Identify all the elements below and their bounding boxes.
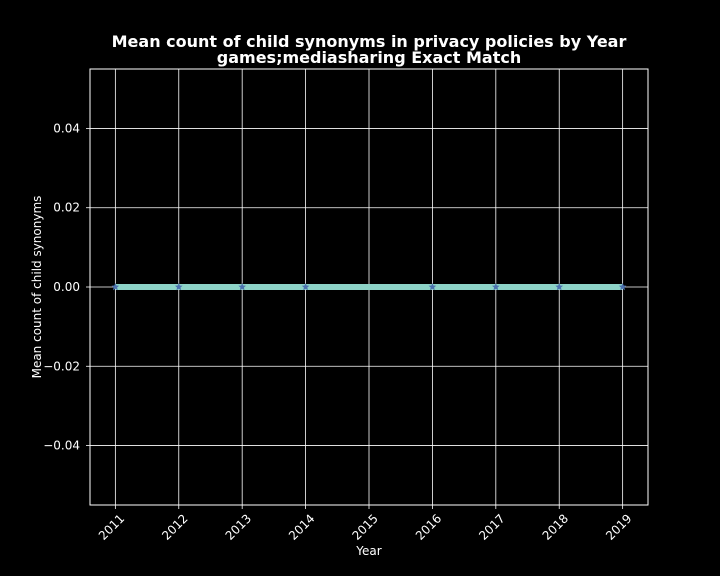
x-tick-label: 2018 (540, 511, 571, 542)
y-tick-label: 0.02 (53, 201, 80, 215)
data-point-marker (174, 283, 183, 291)
y-tick-labels: −0.04 −0.02 0.00 0.02 0.04 (43, 121, 80, 452)
data-point-marker (618, 283, 627, 291)
chart-title: Mean count of child synonyms in privacy … (112, 32, 627, 51)
x-tick-labels: 2011 2012 2013 2014 2015 2016 2017 2018 2019 (96, 511, 635, 542)
y-tick-label: 0.00 (53, 280, 80, 294)
x-tick-label: 2013 (223, 511, 254, 542)
chart-subtitle: games;mediasharing Exact Match (217, 48, 521, 67)
x-tick-label: 2012 (159, 511, 190, 542)
data-point-marker (111, 283, 120, 291)
x-tick-label: 2019 (603, 511, 634, 542)
y-tick-label: 0.04 (53, 121, 80, 135)
data-point-marker (301, 283, 310, 291)
x-axis-label: Year (355, 544, 381, 558)
data-point-marker (492, 283, 500, 291)
y-tick-label: −0.04 (43, 439, 80, 453)
x-tick-label: 2017 (476, 511, 507, 542)
tick-marks (86, 128, 624, 509)
data-point-marker (238, 283, 246, 291)
x-tick-label: 2011 (96, 511, 127, 542)
x-tick-label: 2014 (286, 511, 317, 542)
data-point-marker (428, 283, 437, 291)
y-axis-label: Mean count of child synonyms (30, 196, 44, 379)
series-group (111, 283, 627, 291)
data-point-marker (555, 283, 564, 291)
x-tick-label: 2015 (349, 511, 380, 542)
x-tick-label: 2016 (413, 511, 444, 542)
y-tick-label: −0.02 (43, 359, 80, 373)
